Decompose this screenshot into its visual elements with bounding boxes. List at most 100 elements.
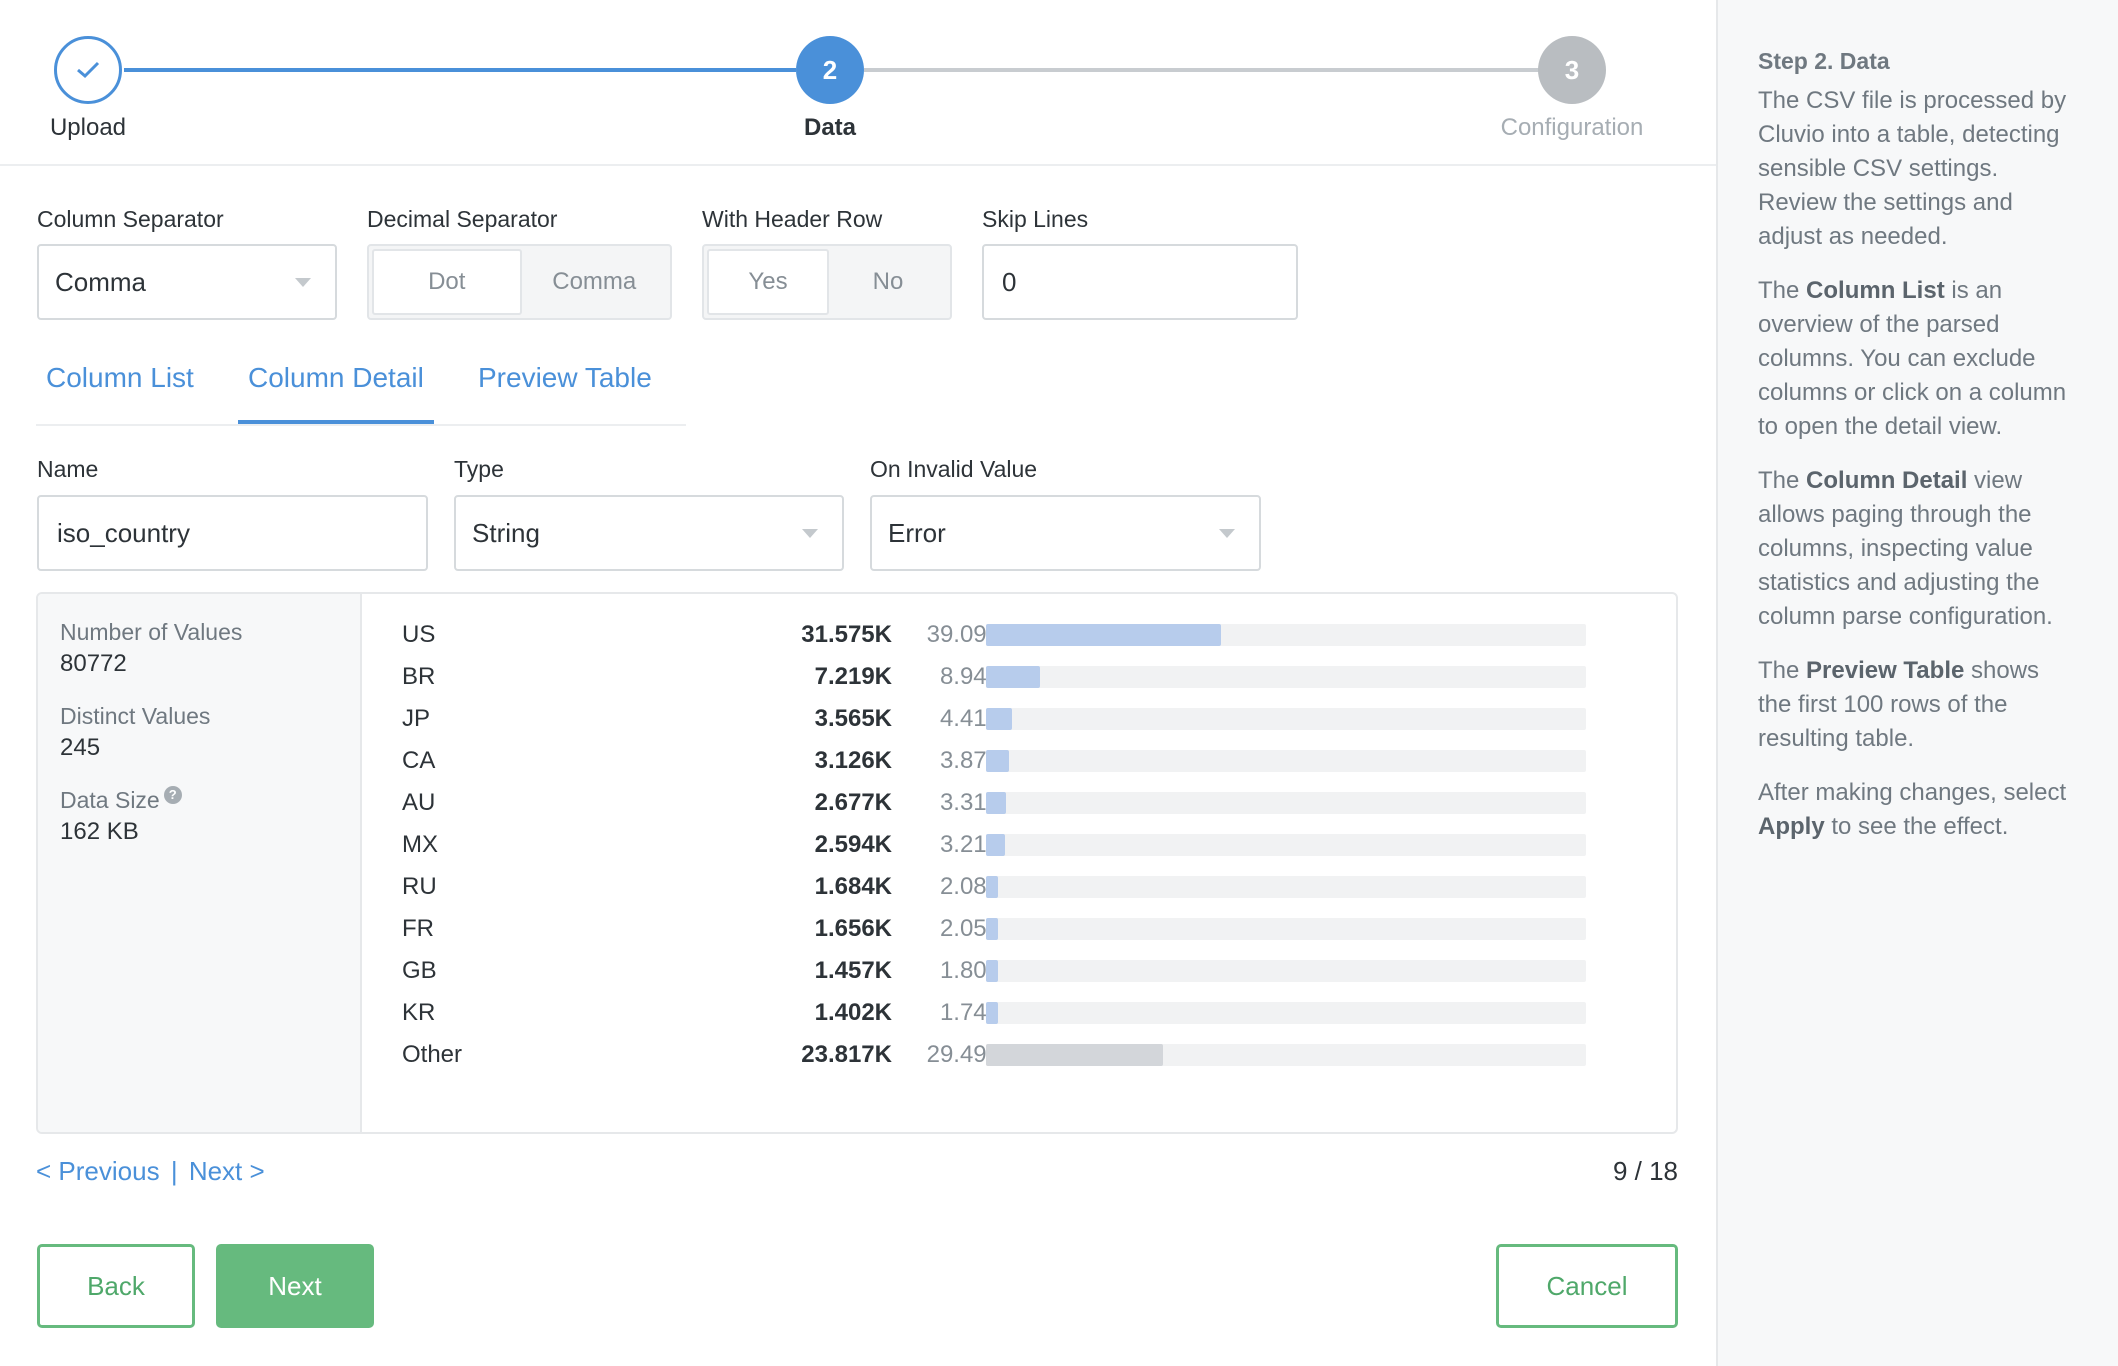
distinct-values-label: Distinct Values	[60, 703, 211, 729]
frequency-value-name: US	[402, 621, 436, 648]
frequency-row: BR 7.219K 8.94%	[38, 656, 1676, 698]
step-upload-circle[interactable]	[54, 36, 122, 104]
previous-column-link[interactable]: < Previous	[36, 1156, 160, 1186]
help-bold: Column Detail	[1806, 467, 1968, 494]
frequency-bar-track	[986, 834, 1586, 856]
frequency-value-name: RU	[402, 873, 437, 900]
frequency-count: 1.656K	[814, 915, 892, 942]
help-bold: Preview Table	[1806, 657, 1965, 684]
help-icon[interactable]: ?	[163, 786, 182, 805]
header-yes-option[interactable]: Yes	[707, 249, 829, 315]
column-separator-value: Comma	[55, 266, 147, 297]
frequency-row: US 31.575K 39.09%	[38, 614, 1676, 656]
back-button[interactable]: Back	[37, 1244, 195, 1328]
frequency-bar-track	[986, 918, 1586, 940]
chevron-down-icon	[1219, 529, 1235, 538]
distinct-values-value: 245	[60, 734, 101, 761]
help-text: The	[1758, 657, 1800, 684]
frequency-count: 1.402K	[814, 999, 892, 1026]
invalid-value-select[interactable]: Error	[870, 495, 1261, 571]
column-pager: < Previous | Next >	[36, 1156, 265, 1187]
frequency-value-name: Other	[402, 1041, 463, 1068]
decimal-comma-option[interactable]: Comma	[552, 268, 637, 295]
help-paragraph-preview-table: The Preview Table shows the first 100 ro…	[1758, 654, 2078, 756]
column-separator-select[interactable]: Comma	[37, 244, 337, 320]
header-no-option[interactable]: No	[872, 268, 904, 295]
frequency-value-name: AU	[402, 789, 436, 816]
step-config-circle: 3	[1538, 36, 1606, 104]
tab-bar: Column List Column Detail Preview Table	[36, 356, 686, 426]
skip-lines-label: Skip Lines	[982, 206, 1089, 232]
help-paragraph-column-list: The Column List is an overview of the pa…	[1758, 274, 2078, 444]
step-data-label: Data	[803, 114, 857, 141]
frequency-count: 7.219K	[814, 663, 892, 690]
help-text: view allows paging through the columns, …	[1758, 467, 2053, 630]
frequency-count: 1.684K	[814, 873, 892, 900]
help-text: is an overview of the parsed columns. Yo…	[1758, 277, 2067, 440]
chevron-down-icon	[802, 529, 818, 538]
frequency-count: 3.565K	[814, 705, 892, 732]
frequency-row: GB 1.457K 1.80%	[38, 950, 1676, 992]
frequency-count: 3.126K	[814, 747, 892, 774]
frequency-value-name: BR	[402, 663, 436, 690]
frequency-value-name: JP	[402, 705, 431, 732]
frequency-bar-track	[986, 750, 1586, 772]
help-text: shows the first 100 rows of the resultin…	[1758, 657, 2040, 752]
stepper: Upload 2 Data 3 Configuration	[0, 0, 1716, 166]
header-row-toggle: Yes No	[702, 244, 952, 320]
invalid-value-value: Error	[888, 517, 946, 548]
frequency-bar-track	[986, 624, 1586, 646]
column-type-select[interactable]: String	[454, 495, 844, 571]
frequency-bar-fill	[986, 834, 1005, 856]
column-name-input[interactable]: iso_country	[37, 495, 428, 571]
frequency-row: KR 1.402K 1.74%	[38, 992, 1676, 1034]
frequency-bar-fill	[986, 792, 1006, 814]
tab-column-list[interactable]: Column List	[46, 362, 194, 393]
frequency-bar-fill	[986, 1002, 998, 1024]
frequency-count: 23.817K	[801, 1041, 892, 1068]
column-position: 9 / 18	[1612, 1156, 1678, 1186]
help-text: The	[1758, 467, 1800, 494]
help-text: After making changes, select	[1758, 779, 2067, 806]
num-values-value: 80772	[60, 650, 127, 677]
frequency-bar-fill	[986, 960, 998, 982]
skip-lines-input[interactable]: 0	[982, 244, 1298, 320]
step-upload-label: Upload	[49, 114, 127, 141]
frequency-bar-fill	[986, 666, 1040, 688]
help-bold: Apply	[1758, 813, 1825, 840]
frequency-count: 2.594K	[814, 831, 892, 858]
frequency-row: MX 2.594K 3.21%	[38, 824, 1676, 866]
frequency-bar-track	[986, 666, 1586, 688]
decimal-dot-option[interactable]: Dot	[372, 249, 522, 315]
frequency-value-name: FR	[402, 915, 434, 942]
data-size-value: 162 KB	[60, 818, 139, 845]
frequency-bar-track	[986, 708, 1586, 730]
step-data-circle: 2	[796, 36, 864, 104]
column-separator-label: Column Separator	[37, 206, 224, 232]
frequency-row: JP 3.565K 4.41%	[38, 698, 1676, 740]
frequency-bar-fill	[986, 708, 1012, 730]
frequency-bar-track	[986, 876, 1586, 898]
frequency-bar-fill	[986, 624, 1221, 646]
frequency-bar-fill	[986, 750, 1009, 772]
frequency-bar-track	[986, 1002, 1586, 1024]
frequency-value-name: CA	[402, 747, 436, 774]
column-name-label: Name	[37, 456, 99, 482]
tab-column-detail[interactable]: Column Detail	[248, 362, 424, 393]
chevron-down-icon	[295, 278, 311, 287]
cancel-button[interactable]: Cancel	[1496, 1244, 1678, 1328]
help-paragraph-apply: After making changes, select Apply to se…	[1758, 776, 2078, 844]
frequency-value-name: GB	[402, 957, 437, 984]
frequency-row: CA 3.126K 3.87%	[38, 740, 1676, 782]
tab-preview-table[interactable]: Preview Table	[478, 362, 652, 393]
pager-separator: |	[170, 1156, 178, 1186]
next-column-link[interactable]: Next >	[188, 1156, 265, 1186]
help-paragraph-column-detail: The Column Detail view allows paging thr…	[1758, 464, 2078, 634]
next-button[interactable]: Next	[216, 1244, 374, 1328]
frequency-row: Other 23.817K 29.49%	[38, 1034, 1676, 1076]
decimal-separator-label: Decimal Separator	[367, 206, 558, 232]
help-sidebar: Step 2. Data The CSV file is processed b…	[1716, 0, 2118, 1366]
frequency-row: RU 1.684K 2.08%	[38, 866, 1676, 908]
data-size-label: Data Size	[60, 787, 160, 813]
column-stats-summary: Number of Values 80772 Distinct Values 2…	[38, 594, 362, 1132]
